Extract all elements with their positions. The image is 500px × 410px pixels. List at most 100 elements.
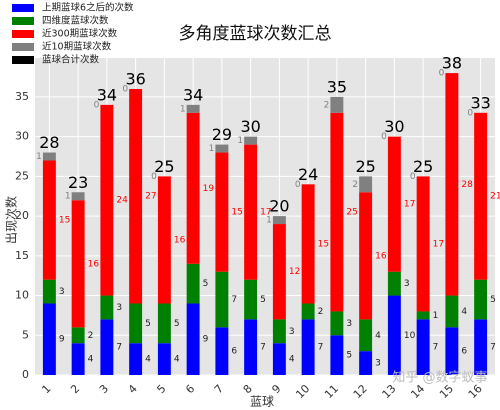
bar-segment (330, 335, 344, 375)
segment-label: 7 (260, 343, 266, 353)
bar-segment (359, 192, 373, 320)
bar-segment (186, 112, 200, 264)
x-tick-label: 1 (39, 382, 53, 396)
bar-segment (330, 311, 344, 336)
segment-label: 0 (122, 84, 128, 94)
total-label: 33 (470, 93, 490, 112)
total-label: 28 (39, 133, 59, 152)
segment-label: 3 (404, 279, 410, 289)
legend-label: 上期蓝球6之后的次数 (42, 2, 134, 14)
y-tick-label: 0 (22, 368, 29, 381)
segment-label: 12 (289, 267, 300, 277)
segment-label: 3 (346, 319, 352, 329)
bar-segment (157, 343, 171, 375)
bar-segment (474, 279, 488, 320)
legend-swatch (12, 30, 34, 38)
segment-label: 1 (65, 192, 71, 202)
legend-label: 近10期蓝球次数 (42, 41, 112, 53)
segment-label: 1 (237, 136, 243, 146)
total-label: 36 (125, 69, 145, 88)
legend-label: 四维度蓝球次数 (42, 15, 109, 27)
segment-label: 15 (231, 208, 242, 218)
bar-segment (129, 88, 143, 304)
bar-segment (186, 104, 200, 113)
y-tick-label: 20 (15, 209, 29, 222)
y-tick-label: 25 (15, 169, 29, 182)
x-tick-label: 3 (97, 382, 111, 396)
segment-label: 16 (375, 251, 387, 261)
segment-label: 3 (116, 303, 122, 313)
bar-segment (215, 152, 229, 272)
y-axis-label: 出现次数 (4, 196, 19, 244)
bar-segment (416, 319, 430, 375)
segment-label: 5 (490, 295, 496, 305)
segment-label: 5 (145, 319, 151, 329)
segment-label: 1 (433, 311, 439, 321)
segment-label: 21 (490, 192, 500, 202)
bar-segment (272, 343, 286, 375)
bar-segment (244, 136, 258, 145)
y-tick-label: 5 (22, 328, 29, 341)
segment-label: 7 (116, 343, 122, 353)
bar-segment (387, 136, 401, 272)
total-label: 34 (97, 85, 117, 104)
segment-label: 1 (36, 152, 42, 162)
total-label: 29 (212, 125, 232, 144)
segment-label: 10 (404, 331, 416, 341)
total-label: 35 (327, 77, 347, 96)
segment-label: 7 (433, 343, 439, 353)
total-label: 38 (442, 54, 462, 73)
segment-label: 0 (381, 132, 387, 142)
total-label: 25 (355, 157, 375, 176)
segment-label: 24 (116, 196, 128, 206)
bar-segment (416, 176, 430, 312)
segment-label: 7 (231, 295, 237, 305)
segment-label: 4 (461, 307, 467, 317)
x-tick-label: 12 (351, 382, 370, 401)
bar-segment (244, 279, 258, 320)
bar-segment (301, 184, 315, 304)
total-label: 34 (183, 85, 203, 104)
chart-title: 多角度蓝球次数汇总 (179, 24, 332, 44)
x-tick-label: 4 (126, 382, 140, 396)
segment-label: 17 (260, 208, 271, 218)
bar-segment (42, 279, 56, 304)
segment-label: 2 (88, 331, 94, 341)
bar-segment (71, 327, 85, 344)
bar-segment (416, 311, 430, 320)
segment-label: 4 (289, 355, 295, 365)
segment-label: 0 (410, 172, 416, 182)
segment-label: 3 (375, 359, 381, 369)
segment-label: 3 (59, 287, 65, 297)
segment-label: 5 (203, 279, 209, 289)
segment-label: 0 (295, 180, 301, 190)
segment-label: 2 (324, 100, 330, 110)
legend-label: 近300期蓝球次数 (42, 28, 118, 40)
bar-segment (100, 104, 114, 296)
bar-segment (215, 271, 229, 328)
bar-segment (445, 295, 459, 328)
bar-segment (42, 160, 56, 280)
bar-segment (387, 271, 401, 296)
segment-label: 7 (490, 343, 496, 353)
bar-segment (301, 303, 315, 320)
bar-segment (100, 295, 114, 320)
bar-segment (215, 327, 229, 375)
bar-segment (71, 200, 85, 328)
segment-label: 9 (203, 335, 209, 345)
bar-segment (359, 176, 373, 193)
bar-segment (359, 351, 373, 375)
x-tick-label: 5 (154, 382, 168, 396)
bar-segment (244, 144, 258, 280)
segment-label: 4 (375, 331, 381, 341)
bar-segment (157, 176, 171, 304)
bar-segment (474, 112, 488, 280)
bar-segment (272, 224, 286, 320)
x-tick-label: 7 (212, 382, 226, 396)
bar-segment (71, 343, 85, 375)
bar-segment (272, 216, 286, 225)
segment-label: 25 (346, 208, 357, 218)
total-label: 23 (68, 173, 88, 192)
bar-segment (330, 96, 344, 113)
